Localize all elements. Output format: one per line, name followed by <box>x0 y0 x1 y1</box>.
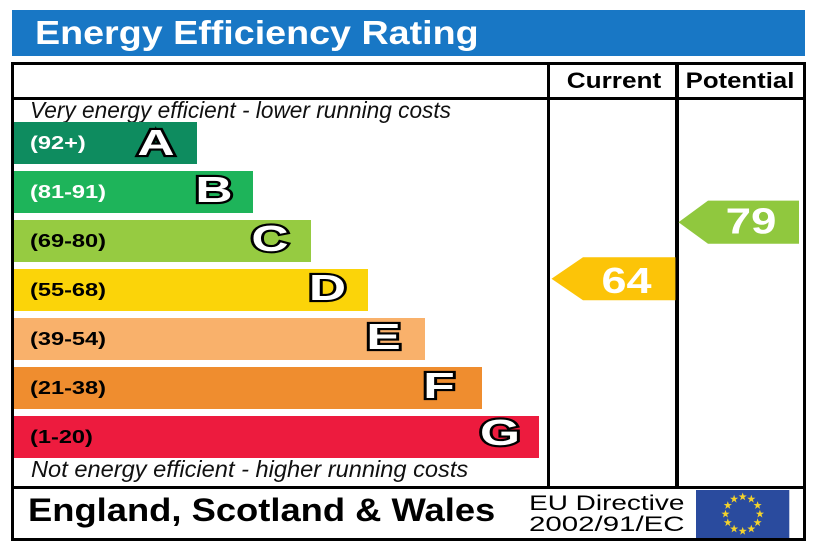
svg-text:E: E <box>366 317 400 357</box>
svg-text:64: 64 <box>601 260 651 301</box>
svg-text:B: B <box>195 170 232 210</box>
svg-text:A: A <box>137 123 174 163</box>
svg-text:C: C <box>251 219 288 259</box>
svg-text:G: G <box>480 413 520 453</box>
svg-text:F: F <box>423 366 454 406</box>
svg-text:79: 79 <box>726 201 777 241</box>
svg-text:D: D <box>309 268 346 308</box>
